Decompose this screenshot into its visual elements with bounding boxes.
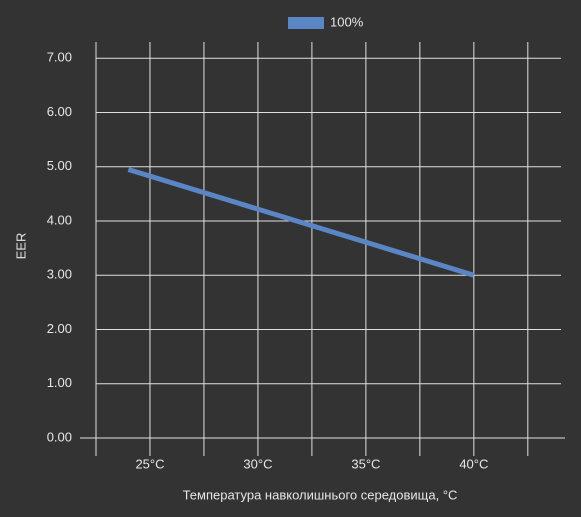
legend-swatch [288, 17, 324, 29]
legend-label: 100% [330, 14, 364, 29]
y-tick-label: 2.00 [47, 321, 72, 336]
y-tick-label: 1.00 [47, 375, 72, 390]
x-tick-label: 35°C [351, 456, 380, 471]
data-line [127, 167, 475, 278]
x-tick-label: 25°C [135, 456, 164, 471]
y-tick-label: 5.00 [47, 158, 72, 173]
x-tick-label: 30°C [243, 456, 272, 471]
y-tick-label: 4.00 [47, 212, 72, 227]
y-tick-label: 6.00 [47, 104, 72, 119]
y-tick-label: 7.00 [47, 50, 72, 65]
y-tick-label: 3.00 [47, 267, 72, 282]
y-tick-label: 0.00 [47, 429, 72, 444]
x-axis-title: Температура навколишнього середовища, °C [183, 487, 458, 502]
x-tick-label: 40°C [459, 456, 488, 471]
y-axis-title: EER [13, 233, 28, 260]
